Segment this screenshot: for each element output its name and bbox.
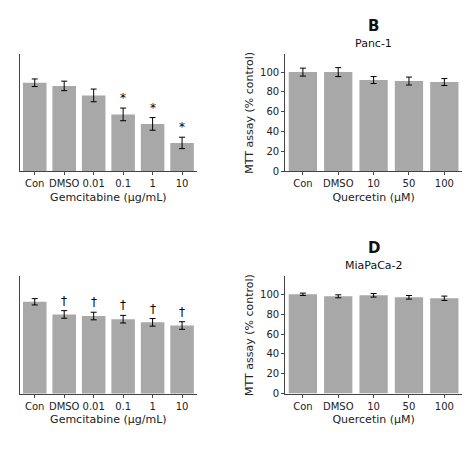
svg-text:100: 100 — [260, 67, 279, 78]
svg-text:1: 1 — [149, 178, 155, 189]
svg-text:60: 60 — [266, 106, 279, 117]
svg-text:10: 10 — [176, 401, 189, 412]
svg-text:80: 80 — [266, 86, 279, 97]
svg-text:†: † — [91, 295, 97, 309]
svg-text:MTT assay (% control): MTT assay (% control) — [243, 52, 256, 174]
svg-text:10: 10 — [367, 401, 380, 412]
svg-text:Con: Con — [25, 401, 44, 412]
svg-text:1: 1 — [149, 401, 155, 412]
svg-text:20: 20 — [266, 368, 279, 379]
svg-text:Con: Con — [293, 178, 312, 189]
svg-text:DMSO: DMSO — [49, 401, 80, 412]
svg-text:0.01: 0.01 — [83, 401, 105, 412]
svg-text:Quercetin (μM): Quercetin (μM) — [332, 413, 414, 426]
svg-text:B: B — [368, 17, 379, 35]
svg-text:Con: Con — [25, 178, 44, 189]
svg-text:10: 10 — [367, 178, 380, 189]
svg-text:50: 50 — [403, 401, 416, 412]
svg-text:*: * — [150, 101, 156, 115]
svg-text:100: 100 — [435, 178, 454, 189]
svg-text:†: † — [150, 302, 156, 316]
svg-text:0.1: 0.1 — [115, 401, 131, 412]
svg-text:100: 100 — [435, 401, 454, 412]
svg-text:10: 10 — [176, 178, 189, 189]
svg-text:DMSO: DMSO — [49, 178, 80, 189]
svg-text:0: 0 — [273, 166, 279, 177]
svg-text:DMSO: DMSO — [323, 178, 354, 189]
svg-text:Gemcitabine (μg/mL): Gemcitabine (μg/mL) — [50, 191, 167, 204]
svg-text:Quercetin (μM): Quercetin (μM) — [332, 191, 414, 204]
svg-text:40: 40 — [266, 348, 279, 359]
svg-text:*: * — [179, 120, 185, 134]
svg-text:Gemcitabine (μg/mL): Gemcitabine (μg/mL) — [50, 413, 167, 426]
svg-text:MiaPaCa-2: MiaPaCa-2 — [345, 259, 403, 272]
svg-text:0.1: 0.1 — [115, 178, 131, 189]
svg-text:†: † — [120, 298, 126, 312]
svg-text:20: 20 — [266, 146, 279, 157]
svg-text:80: 80 — [266, 309, 279, 320]
svg-text:0.01: 0.01 — [83, 178, 105, 189]
svg-text:DMSO: DMSO — [323, 401, 354, 412]
svg-text:60: 60 — [266, 329, 279, 340]
svg-text:MTT assay (% control): MTT assay (% control) — [243, 274, 256, 396]
svg-text:40: 40 — [266, 126, 279, 137]
svg-text:D: D — [368, 239, 380, 257]
svg-text:Panc-1: Panc-1 — [355, 37, 392, 50]
svg-text:†: † — [61, 294, 67, 308]
svg-text:0: 0 — [273, 388, 279, 399]
svg-text:*: * — [120, 91, 126, 105]
svg-text:100: 100 — [260, 289, 279, 300]
svg-text:†: † — [179, 305, 185, 319]
svg-text:Con: Con — [293, 401, 312, 412]
svg-text:50: 50 — [403, 178, 416, 189]
